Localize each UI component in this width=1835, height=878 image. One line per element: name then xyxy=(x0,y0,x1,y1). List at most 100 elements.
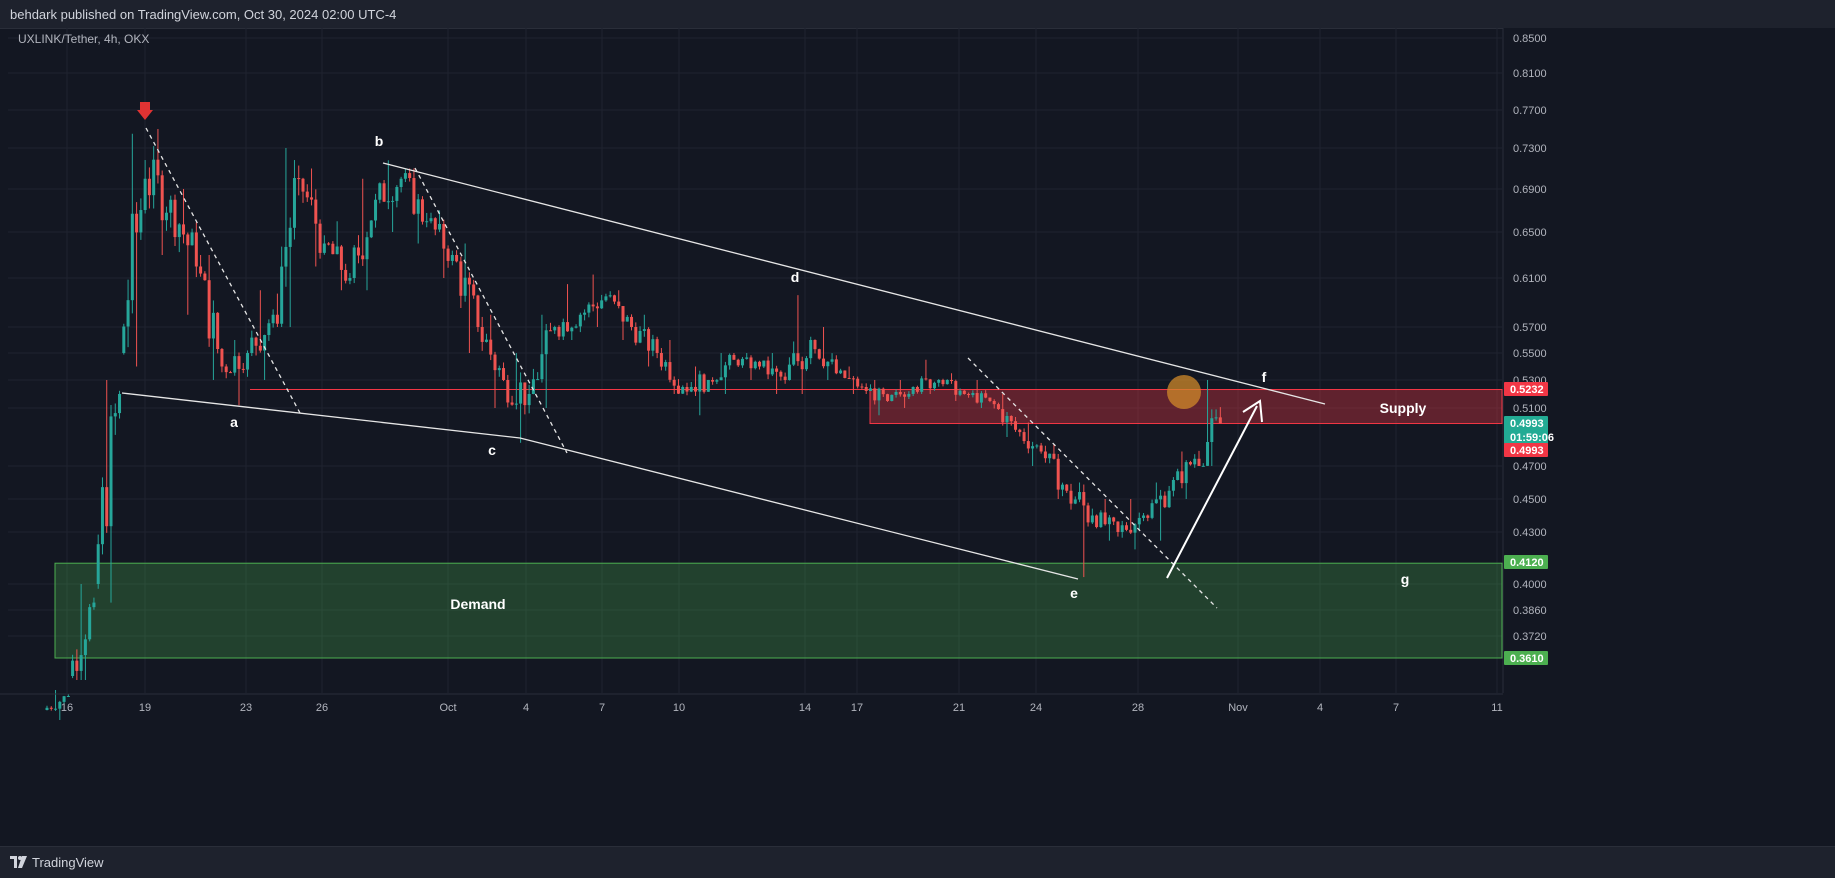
candle-body xyxy=(493,354,497,371)
publisher-bar: behdark published on TradingView.com, Oc… xyxy=(0,0,1835,29)
candle-body xyxy=(254,337,258,346)
candle-body xyxy=(1099,512,1103,528)
candle-body xyxy=(762,360,766,367)
candle-body xyxy=(1210,418,1214,442)
candle-body xyxy=(745,357,749,359)
candle-body xyxy=(967,394,971,396)
candle-body xyxy=(335,246,339,255)
y-tick-label: 0.8100 xyxy=(1513,68,1547,80)
demand-zone xyxy=(54,562,1503,659)
price-tag-bg xyxy=(1504,443,1548,457)
candle-body xyxy=(1052,453,1056,459)
candle-body xyxy=(1188,462,1192,465)
y-tick-label: 0.7300 xyxy=(1513,143,1547,155)
candle-body xyxy=(839,370,843,374)
candle-body xyxy=(403,173,407,179)
candle-body xyxy=(873,388,877,401)
price-tag-value: 0.4120 xyxy=(1510,557,1544,569)
candle-body xyxy=(758,361,762,367)
symbol-line: UXLINK/Tether, 4h, OKX xyxy=(18,32,149,46)
candle-body xyxy=(1078,492,1082,500)
candle-body xyxy=(1001,409,1005,423)
candle-body xyxy=(1095,515,1099,528)
candle-body xyxy=(1073,499,1077,504)
candle-body xyxy=(467,277,471,285)
candle-body xyxy=(732,354,736,360)
candle-body xyxy=(139,210,143,233)
candle-body xyxy=(775,368,779,372)
candle-body xyxy=(621,306,625,322)
candle-body xyxy=(971,393,975,396)
candle-body xyxy=(147,178,151,196)
x-tick-label: 28 xyxy=(1132,702,1144,714)
candle-body xyxy=(1201,465,1205,467)
candle-body xyxy=(1082,492,1086,506)
candle-body xyxy=(1137,517,1141,525)
candle-body xyxy=(817,349,821,359)
candle-body xyxy=(113,413,117,417)
upper-trendline xyxy=(382,162,1326,405)
candle-body xyxy=(664,362,668,367)
candle-body xyxy=(523,382,527,406)
candle-body xyxy=(378,183,382,200)
labels-layer: a b c d e f g Supply Demand xyxy=(230,133,1426,612)
candle-body xyxy=(1159,495,1163,500)
candle-body xyxy=(169,199,173,213)
projection-arrow xyxy=(1166,405,1258,579)
candle-body xyxy=(557,327,561,337)
candle-body xyxy=(561,322,565,337)
candle-body xyxy=(890,394,894,401)
candle-body xyxy=(1116,521,1120,532)
candle-body xyxy=(911,387,915,394)
candle-body xyxy=(612,295,616,302)
candle-body xyxy=(92,602,96,608)
candle-body xyxy=(932,382,936,389)
candle-body xyxy=(412,178,416,214)
candle-body xyxy=(834,359,838,374)
candle-body xyxy=(1176,471,1180,480)
wave-label-b: b xyxy=(375,133,384,149)
x-tick-label: 11 xyxy=(1491,702,1502,714)
candle-body xyxy=(1193,458,1197,465)
candle-body xyxy=(327,243,331,245)
candle-body xyxy=(578,314,582,327)
x-tick-label: 7 xyxy=(1393,702,1399,714)
down-arrow-icon xyxy=(137,102,153,120)
publisher-text: behdark published on TradingView.com, Oc… xyxy=(10,7,397,22)
candle-body xyxy=(455,255,459,262)
candle-body xyxy=(574,326,578,328)
candle-body xyxy=(164,212,168,221)
candle-body xyxy=(591,304,595,307)
candle-body xyxy=(71,660,75,676)
price-axis[interactable]: 0.8500 0.8100 0.7700 0.7300 0.6900 0.6500 0.61… xyxy=(1502,28,1835,693)
candle-body xyxy=(800,361,804,370)
y-tick-label: 0.4500 xyxy=(1513,494,1547,506)
candle-body xyxy=(1009,416,1013,422)
candle-body xyxy=(1180,471,1184,484)
candle-body xyxy=(1184,462,1188,484)
candle-body xyxy=(88,607,92,640)
candle-body xyxy=(706,380,710,392)
time-axis[interactable]: 16 19 23 26 Oct 4 7 10 14 17 21 24 28 Nov 4 7 11 xyxy=(0,693,1503,714)
candle-body xyxy=(715,380,719,382)
candle-body xyxy=(284,246,288,267)
candle-body xyxy=(305,191,309,198)
candle-body xyxy=(1065,484,1069,491)
candle-body xyxy=(502,368,506,380)
candle-body xyxy=(1107,517,1111,525)
candle-body xyxy=(216,312,220,350)
candle-body xyxy=(779,371,783,377)
supply-label: Supply xyxy=(1380,400,1427,416)
y-tick-label: 0.4700 xyxy=(1513,461,1547,473)
candle-body xyxy=(1112,517,1116,522)
candle-body xyxy=(1197,458,1201,466)
candle-body xyxy=(118,394,122,414)
candle-body xyxy=(937,380,941,383)
candle-body xyxy=(1120,525,1124,532)
candle-body xyxy=(186,234,190,246)
candle-body xyxy=(689,386,693,392)
tradingview-logo-icon xyxy=(10,856,27,868)
candle-body xyxy=(450,255,454,261)
candle-body xyxy=(694,386,698,392)
